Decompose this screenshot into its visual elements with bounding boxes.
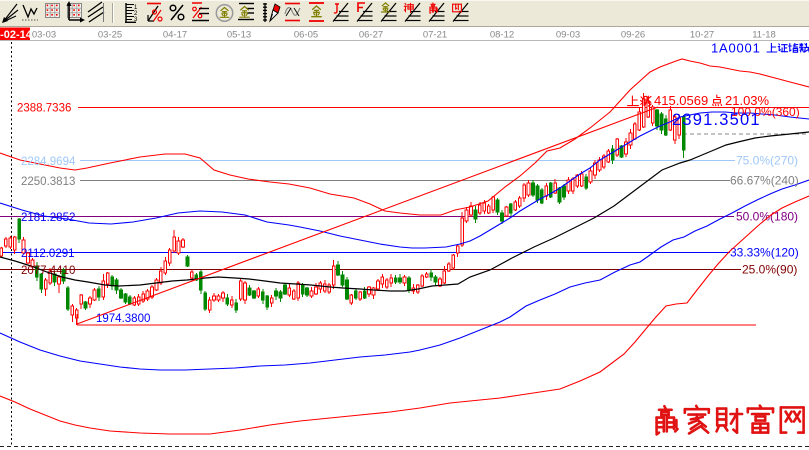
svg-text:25.0%(90): 25.0%(90) [742, 263, 797, 277]
svg-text:03-03: 03-03 [32, 30, 56, 41]
svg-text:06-27: 06-27 [359, 30, 383, 41]
svg-text:04-17: 04-17 [163, 30, 187, 41]
svg-text:3: 3 [134, 17, 138, 23]
svg-text:1: 1 [134, 5, 138, 11]
svg-text:2284.9694: 2284.9694 [21, 156, 76, 168]
svg-text:50.0%(180): 50.0%(180) [736, 210, 798, 224]
svg-text:-02-14: -02-14 [0, 29, 33, 41]
svg-text:2181.2852: 2181.2852 [21, 212, 75, 224]
svg-text:2077.4410: 2077.4410 [21, 265, 75, 277]
svg-text:1974.3800: 1974.3800 [96, 313, 150, 325]
svg-text:07-21: 07-21 [423, 30, 447, 41]
svg-text:06-05: 06-05 [294, 30, 318, 41]
svg-text:100.0%(360): 100.0%(360) [731, 105, 800, 119]
svg-text:08-12: 08-12 [490, 30, 514, 41]
svg-text:2: 2 [134, 11, 138, 17]
svg-text:33.33%(120): 33.33%(120) [730, 246, 799, 260]
svg-text:11-18: 11-18 [752, 30, 776, 41]
svg-text:75.0%(270): 75.0%(270) [736, 154, 798, 168]
svg-text:2388.7336: 2388.7336 [17, 103, 71, 115]
svg-text:21.03%: 21.03% [725, 93, 770, 108]
svg-text:09-03: 09-03 [556, 30, 580, 41]
svg-text:415.0569: 415.0569 [654, 93, 708, 108]
svg-text:1A0001: 1A0001 [711, 41, 761, 56]
svg-text:2250.3813: 2250.3813 [21, 176, 75, 188]
svg-text:05-13: 05-13 [227, 30, 251, 41]
svg-text:2112.0291: 2112.0291 [21, 248, 75, 260]
svg-text:66.67%(240): 66.67%(240) [730, 174, 799, 188]
svg-text:10-27: 10-27 [690, 30, 714, 41]
svg-text:03-25: 03-25 [98, 30, 122, 41]
svg-text:09-26: 09-26 [621, 30, 645, 41]
svg-text:2391.3501: 2391.3501 [672, 111, 761, 129]
